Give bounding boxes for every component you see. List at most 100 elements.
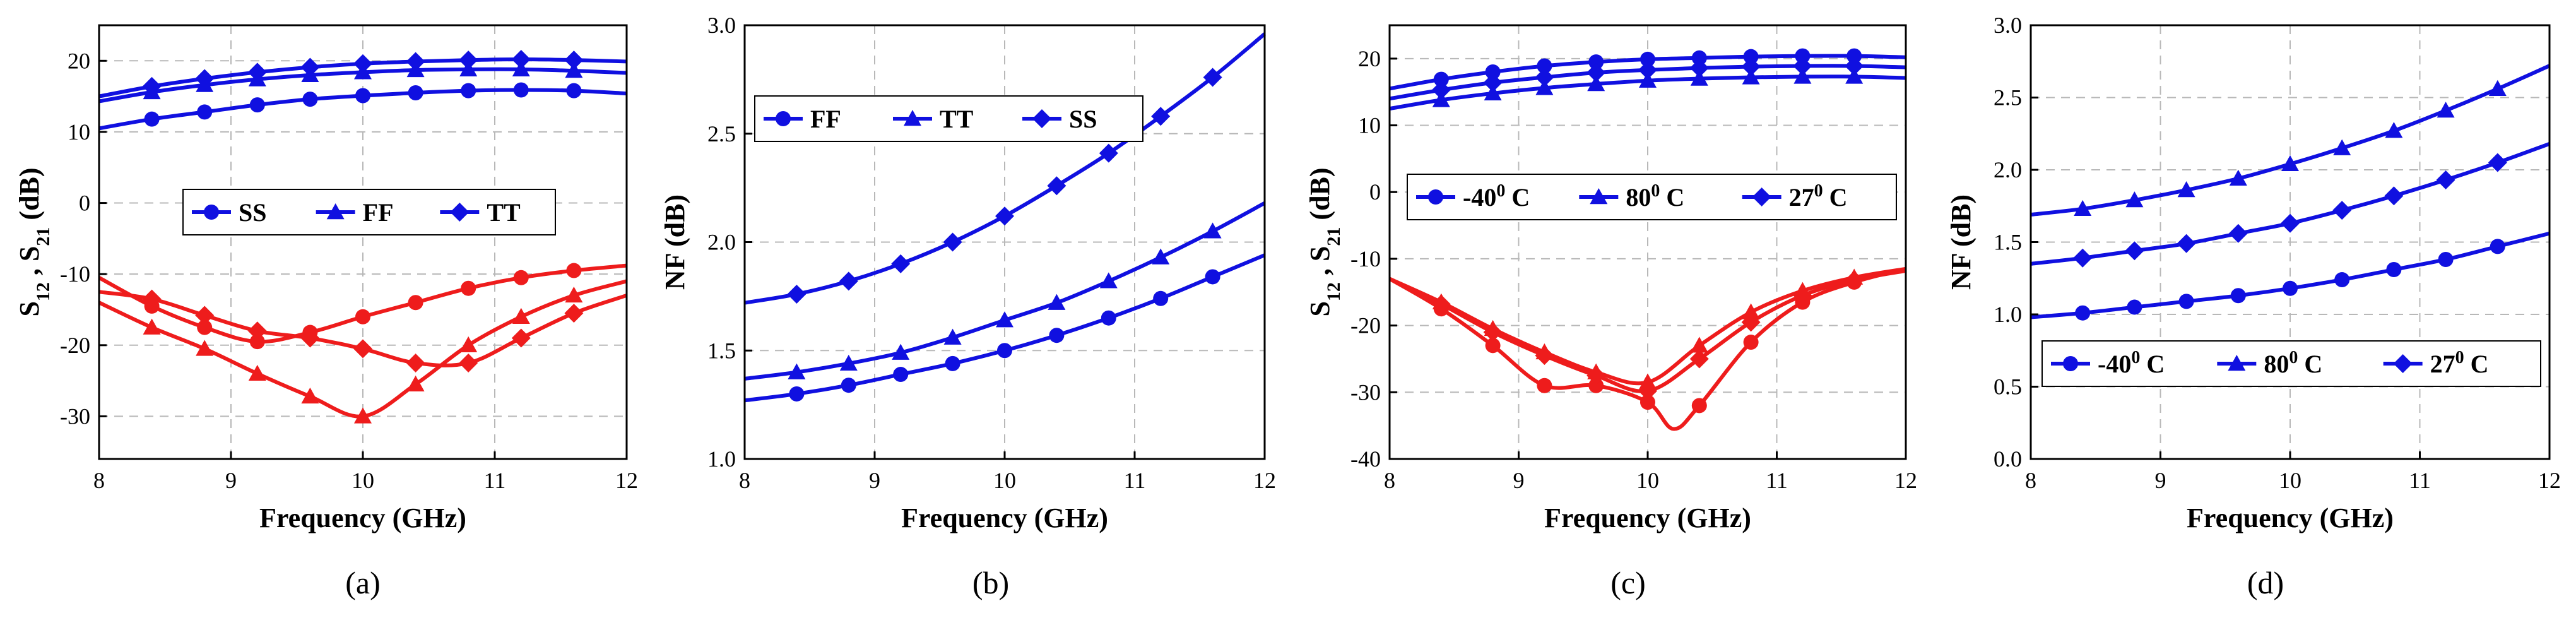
subcaption-b: (b)	[972, 565, 1009, 600]
y-axis-label-part: 21	[1323, 227, 1344, 246]
y-tick-label: 1.5	[707, 338, 736, 363]
legend-box	[1407, 174, 1897, 220]
series-0	[2030, 231, 2550, 321]
y-tick-label: 20	[1358, 46, 1381, 71]
x-tick-label: 8	[1384, 468, 1395, 493]
legend-label: -400 C	[2098, 348, 2165, 379]
data-point	[1845, 56, 1864, 76]
y-axis-label-part: 12	[1323, 282, 1344, 301]
y-tick-label: 1.0	[707, 446, 736, 472]
data-point	[197, 319, 213, 335]
legend-swatch-marker	[2393, 354, 2413, 373]
data-point	[564, 51, 584, 70]
legend-label-main: FF	[810, 105, 841, 133]
x-axis-label: Frequency (GHz)	[1544, 503, 1751, 533]
data-point	[945, 355, 960, 371]
series-2	[98, 50, 627, 98]
data-point	[247, 62, 267, 82]
legend-label-main: 27	[2430, 350, 2455, 378]
y-axis-label: S12 , S21 (dB)	[1304, 167, 1344, 316]
y-tick-label: -10	[1350, 246, 1381, 271]
data-point	[1640, 51, 1655, 67]
data-point	[1048, 294, 1066, 310]
legend-label: SS	[1069, 105, 1097, 133]
legend-label-unit: C	[2298, 350, 2322, 378]
data-point	[2074, 199, 2092, 217]
data-point	[2177, 234, 2196, 253]
data-point	[1690, 69, 1708, 86]
data-point	[2281, 213, 2300, 233]
data-point	[142, 76, 162, 96]
data-point	[1845, 270, 1864, 290]
data-point	[2178, 294, 2194, 309]
data-point	[249, 334, 265, 350]
legend-label-unit: C	[1505, 183, 1530, 211]
data-point	[459, 336, 478, 353]
data-point	[1741, 312, 1761, 332]
x-axis-label: Frequency (GHz)	[2187, 503, 2394, 533]
panel-b: 8 9 10 11 12 1.0 1.5 2.0 2.5 3.0 Frequency (GHz) NF…	[659, 13, 1276, 533]
data-point	[511, 328, 531, 348]
data-point	[1484, 84, 1502, 101]
data-point	[1638, 60, 1657, 80]
legend-label: FF	[810, 105, 841, 133]
data-point	[1639, 71, 1657, 88]
series-4	[98, 279, 627, 424]
data-point	[566, 83, 582, 98]
data-point	[564, 304, 584, 323]
x-axis-label: Frequency (GHz)	[259, 503, 466, 533]
gridlines	[2031, 25, 2549, 459]
legend-label-sup: 0	[2289, 348, 2298, 367]
data-point	[1203, 68, 1222, 87]
legend-box	[754, 95, 1143, 142]
y-axis-label: NF (dB)	[1946, 194, 1976, 290]
y-tick-label: -30	[60, 403, 90, 429]
data-point	[195, 306, 215, 325]
data-point	[892, 343, 910, 360]
legend-swatch-marker	[904, 110, 921, 126]
data-point	[1588, 54, 1604, 70]
legend-label-main: 27	[1789, 183, 1814, 211]
legend-label-main: SS	[1069, 105, 1097, 133]
data-point	[996, 311, 1013, 328]
data-point	[1483, 323, 1503, 342]
data-point	[2384, 186, 2404, 206]
subcaption-a: (a)	[345, 565, 381, 600]
data-point	[1205, 269, 1220, 285]
data-point	[408, 85, 423, 100]
legend-label: 800 C	[1626, 181, 1684, 212]
x-tick-label: 8	[739, 468, 750, 493]
legend-label: SS	[239, 198, 267, 227]
legend-label: FF	[363, 198, 394, 227]
legend-label-main: TT	[940, 105, 974, 133]
y-tick-label: 2.0	[707, 230, 736, 255]
data-point	[839, 354, 858, 371]
data-point	[841, 378, 856, 393]
data-point	[1845, 68, 1864, 84]
data-point	[406, 375, 425, 391]
legend: -400 C 800 C 270 C	[1407, 174, 1897, 220]
x-tick-label: 11	[484, 468, 506, 493]
data-point	[196, 340, 214, 356]
data-point	[943, 232, 962, 252]
legend-label-main: -40	[2098, 350, 2131, 378]
series-5	[98, 289, 627, 372]
x-tick-label: 9	[869, 468, 880, 493]
y-tick-label: -20	[1350, 313, 1381, 338]
y-axis-label-part: , S	[14, 246, 45, 282]
data-point	[353, 54, 372, 73]
x-tick-label: 12	[615, 468, 638, 493]
x-tick-label: 12	[1894, 468, 1917, 493]
y-tick-label: 1.5	[1994, 230, 2022, 255]
series-0	[98, 82, 627, 131]
y-tick-label: 0	[1369, 179, 1381, 205]
data-point	[249, 97, 265, 113]
y-tick-label: -10	[60, 261, 90, 287]
data-point	[2437, 102, 2455, 118]
legend-swatch-marker	[326, 203, 345, 220]
series-1	[744, 201, 1266, 381]
series-1	[1389, 68, 1906, 111]
legend-swatch-marker	[1590, 188, 1608, 205]
data-point	[2436, 170, 2455, 190]
